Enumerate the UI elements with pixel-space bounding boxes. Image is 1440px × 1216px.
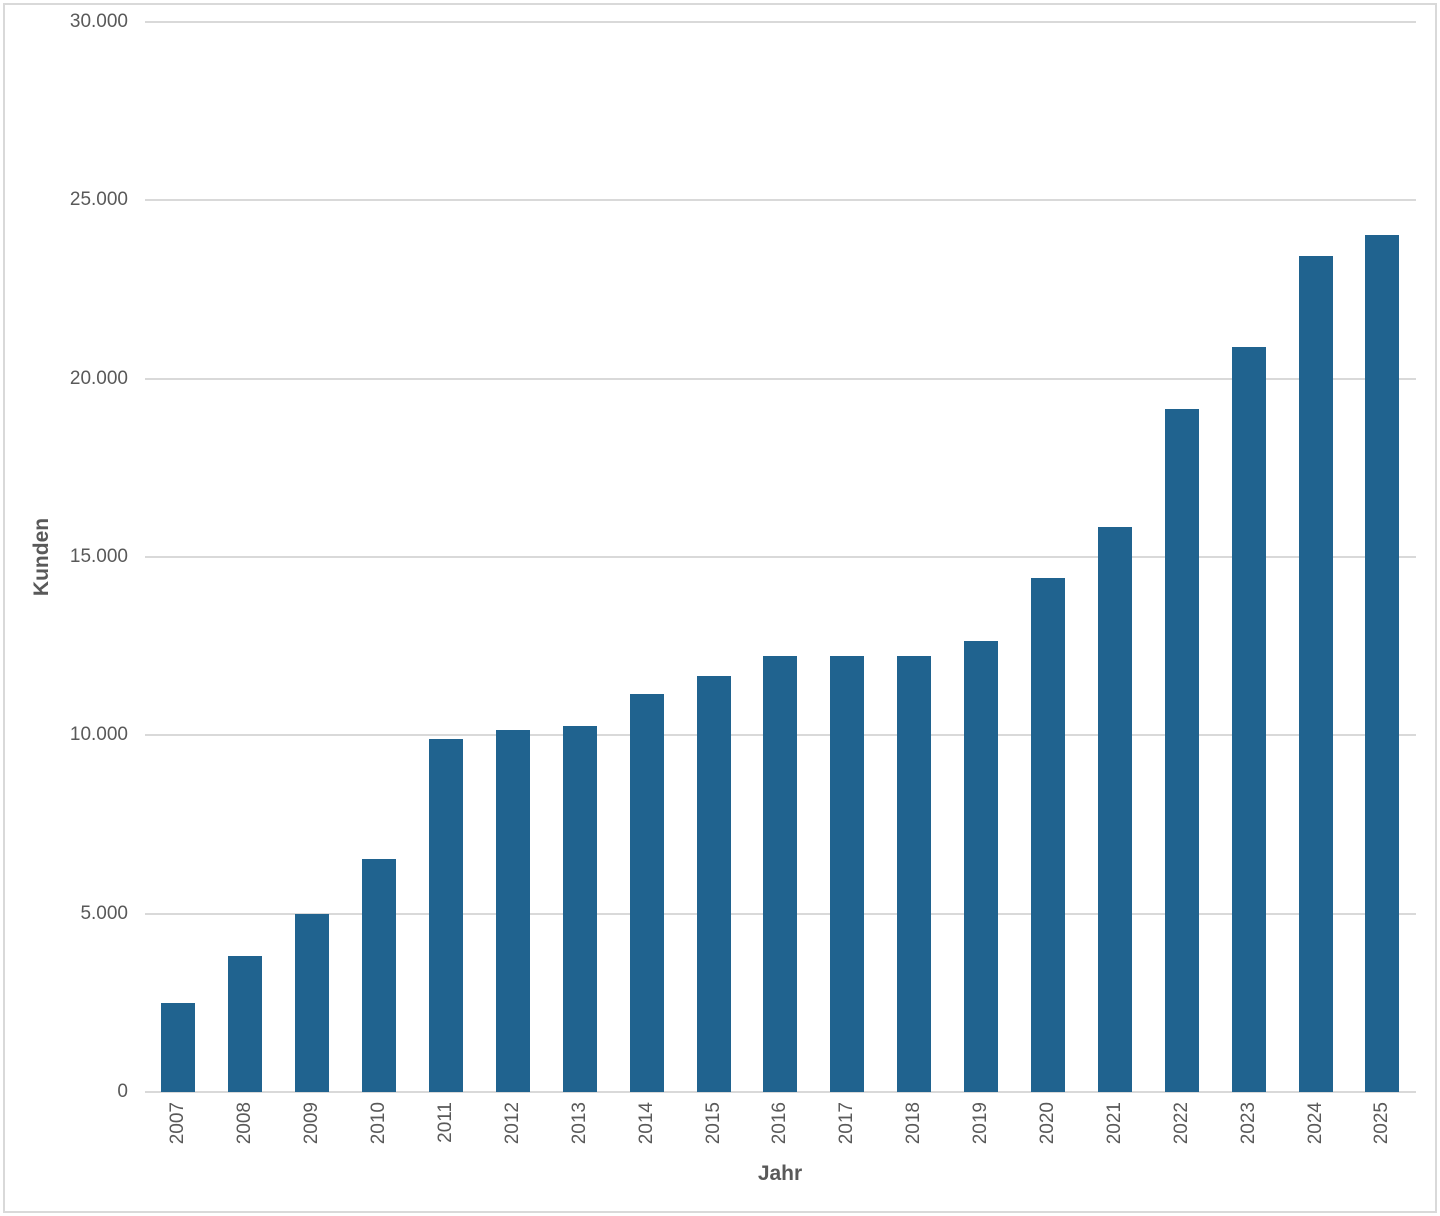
plot-area: [145, 22, 1416, 1092]
y-tick-label: 15.000: [69, 546, 128, 567]
x-tick-label: 2009: [301, 1102, 323, 1145]
bar-2015: [696, 676, 731, 1092]
bar-2017: [830, 655, 865, 1092]
x-tick-cell: 2023: [1215, 1102, 1282, 1182]
bar-column-2023: [1215, 22, 1282, 1092]
x-tick-label: 2007: [167, 1102, 189, 1145]
bar-column-2025: [1349, 22, 1416, 1092]
x-tick-label: 2012: [501, 1102, 523, 1145]
y-tick-label: 10.000: [69, 724, 128, 746]
bar-2016: [763, 655, 798, 1092]
bar-column-2014: [613, 22, 680, 1092]
x-tick-label: 2017: [836, 1102, 858, 1145]
x-tick-label: 2010: [368, 1102, 390, 1145]
gridline-0: [145, 1091, 1416, 1093]
bar-column-2015: [680, 22, 747, 1092]
bar-2012: [495, 729, 530, 1092]
bar-2013: [562, 726, 597, 1092]
y-tick-label: 5.000: [80, 902, 128, 924]
x-tick-label: 2018: [903, 1102, 925, 1145]
bar-column-2011: [413, 22, 480, 1092]
y-tick-label: 30.000: [69, 11, 128, 32]
gridline-15.000: [145, 556, 1416, 558]
x-tick-label: 2008: [234, 1102, 256, 1145]
x-tick-label: 2024: [1304, 1102, 1326, 1145]
x-tick-cell: 2025: [1349, 1102, 1416, 1182]
x-tick-label: 2025: [1371, 1102, 1393, 1145]
bar-2021: [1097, 527, 1132, 1092]
y-tick-label: 0: [117, 1081, 128, 1102]
x-tick-cell: 2012: [479, 1102, 546, 1182]
bar-2020: [1031, 578, 1066, 1092]
x-tick-label: 2014: [635, 1102, 657, 1145]
bar-2010: [362, 859, 397, 1092]
bar-column-2008: [212, 22, 279, 1092]
bar-column-2022: [1148, 22, 1215, 1092]
x-tick-label: 2023: [1237, 1102, 1259, 1145]
bar-column-2018: [881, 22, 948, 1092]
bar-column-2012: [479, 22, 546, 1092]
x-axis-title: Jahr: [757, 1162, 803, 1185]
y-axis-title: Kunden: [30, 517, 53, 597]
x-tick-cell: 2018: [881, 1102, 948, 1182]
x-tick-cell: 2020: [1015, 1102, 1082, 1182]
bar-column-2020: [1015, 22, 1082, 1092]
x-tick-cell: 2024: [1282, 1102, 1349, 1182]
bar-2022: [1164, 408, 1199, 1092]
bar-column-2007: [145, 22, 212, 1092]
x-tick-label: 2013: [568, 1102, 590, 1145]
bar-column-2016: [747, 22, 814, 1092]
bar-column-2024: [1282, 22, 1349, 1092]
x-tick-label: 2015: [702, 1102, 724, 1145]
bar-2019: [964, 640, 999, 1092]
bar-column-2021: [1081, 22, 1148, 1092]
bar-column-2009: [279, 22, 346, 1092]
bar-2007: [161, 1002, 196, 1092]
x-tick-cell: 2022: [1148, 1102, 1215, 1182]
x-tick-cell: 2017: [814, 1102, 881, 1182]
x-tick-cell: 2009: [279, 1102, 346, 1182]
bar-2011: [429, 738, 463, 1092]
bar-2018: [897, 655, 932, 1092]
x-tick-cell: 2008: [212, 1102, 279, 1182]
x-tick-cell: 2013: [546, 1102, 613, 1182]
x-tick-cell: 2010: [346, 1102, 413, 1182]
y-tick-label: 25.000: [69, 189, 128, 211]
y-tick-label: 20.000: [69, 367, 128, 389]
x-tick-cell: 2014: [613, 1102, 680, 1182]
bar-column-2013: [546, 22, 613, 1092]
x-tick-cell: 2021: [1081, 1102, 1148, 1182]
x-tick-label: 2019: [970, 1102, 992, 1145]
gridline-30.000: [145, 21, 1416, 23]
x-tick-label: 2021: [1103, 1102, 1125, 1145]
bar-2023: [1231, 346, 1266, 1092]
bar-column-2017: [814, 22, 881, 1092]
x-tick-label: 2016: [769, 1102, 791, 1145]
bar-column-2010: [346, 22, 413, 1092]
bar-2009: [295, 913, 330, 1092]
x-tick-cell: 2019: [948, 1102, 1015, 1182]
x-tick-label: 2011: [435, 1102, 456, 1143]
x-tick-label: 2020: [1037, 1102, 1059, 1145]
x-tick-label: 2022: [1170, 1102, 1192, 1145]
x-tick-cell: 2007: [145, 1102, 212, 1182]
bar-2024: [1298, 255, 1333, 1092]
gridline-20.000: [145, 377, 1416, 380]
gridline-25.000: [145, 199, 1416, 202]
x-tick-cell: 2011: [413, 1102, 480, 1182]
bar-2025: [1365, 234, 1400, 1092]
x-tick-cell: 2015: [680, 1102, 747, 1182]
bar-column-2019: [948, 22, 1015, 1092]
bar-2008: [228, 956, 263, 1092]
bar-2014: [629, 693, 664, 1092]
